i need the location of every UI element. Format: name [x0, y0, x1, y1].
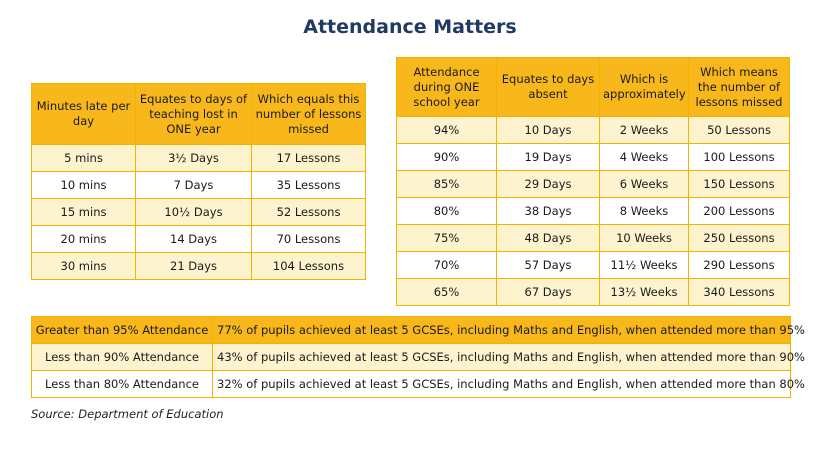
- column-header: Attendance during ONE school year: [396, 57, 497, 117]
- table-cell: 5 mins: [31, 144, 136, 172]
- table-cell: Less than 80% Attendance: [31, 370, 213, 398]
- table-cell: 85%: [396, 170, 497, 198]
- table-cell: 50 Lessons: [688, 116, 790, 144]
- table-cell: 14 Days: [135, 225, 252, 253]
- column-header: Which equals this number of lessons miss…: [251, 83, 366, 145]
- table-cell: 75%: [396, 224, 497, 252]
- table-cell: 10 Weeks: [599, 224, 689, 252]
- column-header: Equates to days absent: [496, 57, 600, 117]
- table-cell: 57 Days: [496, 251, 600, 279]
- table-cell: 13½ Weeks: [599, 278, 689, 306]
- table-cell: 43% of pupils achieved at least 5 GCSEs,…: [212, 343, 805, 371]
- table-row: 65% 67 Days 13½ Weeks 340 Lessons: [396, 278, 790, 306]
- table-cell: 10 Days: [496, 116, 600, 144]
- table-row: 85% 29 Days 6 Weeks 150 Lessons: [396, 170, 790, 198]
- table-cell: 200 Lessons: [688, 197, 790, 225]
- table-row: 15 mins 10½ Days 52 Lessons: [31, 198, 366, 226]
- column-header: Equates to days of teaching lost in ONE …: [135, 83, 252, 145]
- table-cell: 11½ Weeks: [599, 251, 689, 279]
- table-cell: 340 Lessons: [688, 278, 790, 306]
- table-cell: 65%: [396, 278, 497, 306]
- table-row: Less than 90% Attendance 43% of pupils a…: [31, 343, 805, 371]
- table-cell: 94%: [396, 116, 497, 144]
- table-cell: 104 Lessons: [251, 252, 366, 280]
- attendance-table: Attendance during ONE school year Equate…: [396, 57, 790, 306]
- table-cell: 21 Days: [135, 252, 252, 280]
- table-cell: 77% of pupils achieved at least 5 GCSEs,…: [212, 316, 805, 344]
- table-cell: Greater than 95% Attendance: [31, 316, 213, 344]
- table-row: 20 mins 14 Days 70 Lessons: [31, 225, 366, 253]
- table-cell: 35 Lessons: [251, 171, 366, 199]
- table-cell: 70 Lessons: [251, 225, 366, 253]
- table-row: 75% 48 Days 10 Weeks 250 Lessons: [396, 224, 790, 252]
- table-cell: 52 Lessons: [251, 198, 366, 226]
- minutes-late-table: Minutes late per day Equates to days of …: [31, 83, 366, 280]
- table-cell: 15 mins: [31, 198, 136, 226]
- table-cell: 10½ Days: [135, 198, 252, 226]
- table-row: 5 mins 3½ Days 17 Lessons: [31, 144, 366, 172]
- page-title: Attendance Matters: [303, 16, 517, 38]
- table-cell: 290 Lessons: [688, 251, 790, 279]
- table-cell: 150 Lessons: [688, 170, 790, 198]
- table-header-row: Minutes late per day Equates to days of …: [31, 83, 366, 145]
- table-row: Less than 80% Attendance 32% of pupils a…: [31, 370, 805, 398]
- table-row: 90% 19 Days 4 Weeks 100 Lessons: [396, 143, 790, 171]
- table-row: 94% 10 Days 2 Weeks 50 Lessons: [396, 116, 790, 144]
- table-row: Greater than 95% Attendance 77% of pupil…: [31, 316, 805, 344]
- table-cell: 250 Lessons: [688, 224, 790, 252]
- table-cell: 90%: [396, 143, 497, 171]
- table-cell: 6 Weeks: [599, 170, 689, 198]
- column-header: Minutes late per day: [31, 83, 136, 145]
- table-cell: 80%: [396, 197, 497, 225]
- table-row: 30 mins 21 Days 104 Lessons: [31, 252, 366, 280]
- table-cell: 2 Weeks: [599, 116, 689, 144]
- table-cell: 48 Days: [496, 224, 600, 252]
- source-note: Source: Department of Education: [31, 407, 224, 421]
- table-cell: 29 Days: [496, 170, 600, 198]
- table-cell: 4 Weeks: [599, 143, 689, 171]
- table-cell: 70%: [396, 251, 497, 279]
- column-header: Which is approximately: [599, 57, 689, 117]
- table-cell: 100 Lessons: [688, 143, 790, 171]
- gcse-outcomes-table: Greater than 95% Attendance 77% of pupil…: [31, 316, 805, 398]
- table-row: 80% 38 Days 8 Weeks 200 Lessons: [396, 197, 790, 225]
- table-cell: 10 mins: [31, 171, 136, 199]
- table-row: 70% 57 Days 11½ Weeks 290 Lessons: [396, 251, 790, 279]
- table-cell: 30 mins: [31, 252, 136, 280]
- table-cell: 3½ Days: [135, 144, 252, 172]
- table-cell: Less than 90% Attendance: [31, 343, 213, 371]
- table-cell: 8 Weeks: [599, 197, 689, 225]
- table-cell: 38 Days: [496, 197, 600, 225]
- table-cell: 32% of pupils achieved at least 5 GCSEs,…: [212, 370, 805, 398]
- table-cell: 17 Lessons: [251, 144, 366, 172]
- table-cell: 20 mins: [31, 225, 136, 253]
- table-cell: 19 Days: [496, 143, 600, 171]
- table-cell: 67 Days: [496, 278, 600, 306]
- table-cell: 7 Days: [135, 171, 252, 199]
- table-header-row: Attendance during ONE school year Equate…: [396, 57, 790, 117]
- column-header: Which means the number of lessons missed: [688, 57, 790, 117]
- table-row: 10 mins 7 Days 35 Lessons: [31, 171, 366, 199]
